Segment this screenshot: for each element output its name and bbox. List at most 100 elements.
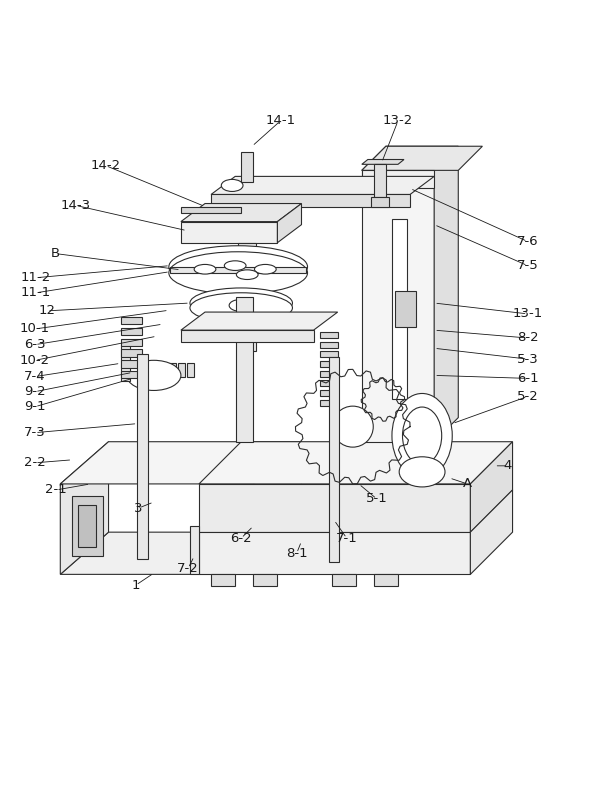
Polygon shape [211,177,434,194]
Text: 10-2: 10-2 [20,354,50,367]
Polygon shape [121,372,142,379]
Ellipse shape [194,264,216,274]
Polygon shape [199,532,470,574]
Ellipse shape [402,407,441,464]
Text: 14-1: 14-1 [265,114,295,127]
Bar [374,165,386,197]
Text: 1: 1 [131,578,140,592]
Ellipse shape [399,457,445,487]
Text: 11-1: 11-1 [21,286,51,300]
Text: 10-1: 10-1 [20,323,50,336]
Polygon shape [470,442,513,532]
Bar [329,357,339,562]
Text: 13-2: 13-2 [383,114,413,127]
Bar [238,243,256,352]
Text: 7-1: 7-1 [336,531,358,545]
Bar [253,574,277,586]
Polygon shape [133,364,140,376]
Ellipse shape [254,264,276,274]
Text: 8-2: 8-2 [517,332,538,344]
Polygon shape [181,204,302,221]
Polygon shape [320,332,338,338]
Polygon shape [362,160,404,165]
Text: 7-5: 7-5 [517,259,538,272]
Ellipse shape [392,393,452,478]
Bar [236,297,253,442]
Text: 11-2: 11-2 [21,271,51,284]
Polygon shape [470,490,513,574]
Polygon shape [124,364,131,376]
Text: 6-2: 6-2 [230,531,252,545]
Text: 2-1: 2-1 [45,483,67,496]
Bar [121,345,130,381]
Polygon shape [160,364,167,376]
Polygon shape [362,146,458,170]
Polygon shape [60,532,302,574]
Polygon shape [253,442,302,574]
Text: 5-1: 5-1 [366,492,388,506]
Text: 14-3: 14-3 [60,199,90,212]
Polygon shape [434,146,458,442]
Text: 7-6: 7-6 [517,235,538,248]
Bar [241,153,253,182]
Polygon shape [170,267,306,273]
Polygon shape [181,221,277,243]
Text: 4: 4 [504,459,512,472]
Bar [137,354,148,559]
Text: 9-2: 9-2 [24,385,46,398]
Text: 5-3: 5-3 [517,352,538,366]
Bar [395,291,416,327]
Bar [332,574,356,586]
Polygon shape [121,317,142,324]
Text: B: B [51,247,60,260]
Polygon shape [121,339,142,346]
Polygon shape [72,496,103,556]
Text: 5-2: 5-2 [517,390,538,403]
Bar [371,197,389,206]
Ellipse shape [229,300,253,312]
Ellipse shape [224,260,246,270]
Polygon shape [199,442,513,484]
Text: 3: 3 [134,502,143,515]
Polygon shape [181,330,314,342]
Polygon shape [142,364,149,376]
Polygon shape [320,342,338,348]
Bar [362,170,434,442]
Ellipse shape [190,292,292,323]
Text: 7-3: 7-3 [24,426,46,439]
Polygon shape [320,352,338,357]
Polygon shape [320,390,338,396]
Ellipse shape [236,270,258,280]
Polygon shape [60,442,302,484]
Text: 6-3: 6-3 [24,338,46,351]
Polygon shape [320,380,338,386]
Polygon shape [211,194,410,206]
Polygon shape [320,361,338,367]
Ellipse shape [221,180,243,192]
Text: 8-1: 8-1 [286,547,308,560]
Text: 7-2: 7-2 [177,562,199,574]
Bar [362,170,434,189]
Text: 6-1: 6-1 [517,372,538,385]
Polygon shape [181,206,241,213]
Polygon shape [178,364,185,376]
Bar [392,219,407,400]
Text: 9-1: 9-1 [24,400,46,413]
Text: 2-2: 2-2 [24,456,46,469]
Ellipse shape [169,252,308,294]
Polygon shape [78,505,96,547]
Polygon shape [121,349,142,356]
Polygon shape [60,442,109,574]
Ellipse shape [127,360,181,391]
Ellipse shape [332,406,373,447]
Polygon shape [362,146,482,170]
Polygon shape [151,364,158,376]
Ellipse shape [190,288,292,318]
Polygon shape [181,312,338,330]
Text: 7-4: 7-4 [24,370,46,383]
Text: 14-2: 14-2 [90,159,121,172]
Bar [190,526,199,574]
Ellipse shape [169,246,308,288]
Polygon shape [187,364,194,376]
Polygon shape [169,364,176,376]
